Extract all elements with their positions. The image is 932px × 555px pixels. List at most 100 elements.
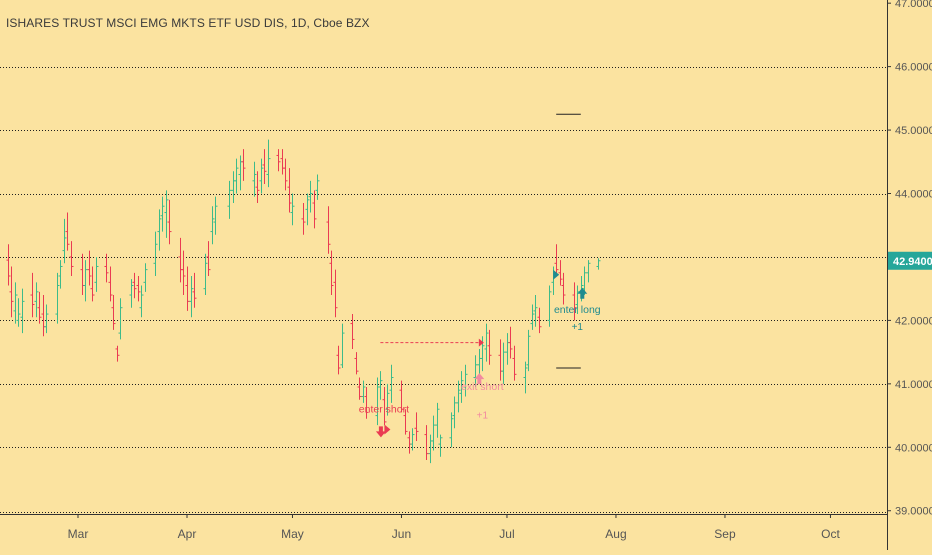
- ohlc-bar: [266, 139, 271, 188]
- ohlc-bar: [596, 258, 601, 270]
- ohlc-bar: [530, 304, 535, 330]
- ohlc-bar: [452, 396, 457, 429]
- ohlc-bar: [238, 155, 243, 191]
- last-price-badge: [888, 251, 932, 270]
- x-tick-label: Mar: [68, 527, 89, 541]
- ohlc-bars: [6, 139, 601, 464]
- ohlc-bar: [83, 260, 88, 302]
- ohlc-bar: [477, 348, 482, 378]
- ohlc-bar: [459, 371, 464, 403]
- last-price-label: 42.9400: [893, 256, 932, 268]
- ohlc-bar: [389, 364, 394, 403]
- ohlc-bar: [512, 345, 517, 381]
- ohlc-bar: [6, 244, 11, 286]
- ohlc-bar: [385, 383, 390, 416]
- ohlc-bar: [526, 329, 531, 372]
- ohlc-bar: [87, 250, 92, 286]
- ohlc-bar: [80, 253, 85, 296]
- ohlc-bar: [231, 171, 236, 204]
- ohlc-bar: [438, 434, 443, 457]
- ohlc-bar: [473, 355, 478, 388]
- y-tick-label: 41.0000: [895, 379, 932, 391]
- ohlc-bar: [62, 218, 67, 264]
- ohlc-bar: [118, 298, 123, 340]
- ohlc-bar: [301, 203, 306, 235]
- ohlc-bar: [290, 193, 295, 226]
- ohlc-bar: [357, 377, 362, 400]
- ohlc-bar: [262, 149, 267, 184]
- ohlc-bar: [252, 161, 257, 197]
- ohlc-bar: [287, 168, 292, 213]
- ohlc-bar: [305, 193, 310, 226]
- chart-title: ISHARES TRUST MSCI EMG MKTS ETF USD DIS,…: [6, 16, 370, 30]
- signal-label: exit short: [461, 381, 504, 393]
- ohlc-bar: [361, 380, 366, 403]
- ohlc-bar: [410, 428, 415, 451]
- ohlc-bar: [463, 364, 468, 397]
- ohlc-bar: [276, 149, 281, 172]
- ohlc-bar: [333, 269, 338, 318]
- ohlc-bar: [449, 412, 454, 448]
- ohlc-bar: [153, 231, 158, 276]
- ohlc-bar: [501, 342, 506, 384]
- ohlc-bar: [315, 174, 320, 200]
- signal-label: enter long: [554, 304, 601, 316]
- ohlc-bar: [58, 260, 63, 289]
- ohlc-bar: [414, 412, 419, 441]
- ohlc-bar: [69, 241, 74, 276]
- ohlc-bar: [283, 158, 288, 191]
- ohlc-bar: [41, 295, 46, 337]
- x-tick-label: Oct: [821, 527, 840, 541]
- y-tick-label: 39.0000: [895, 506, 932, 518]
- ohlc-bar: [537, 307, 542, 334]
- ohlc-bar: [55, 272, 60, 324]
- ohlc-bar: [213, 196, 218, 235]
- ohlc-bar: [139, 285, 144, 318]
- ohlc-bar: [90, 266, 95, 302]
- ohlc-bar: [164, 190, 169, 238]
- ohlc-bar: [308, 180, 313, 213]
- ohlc-bar: [167, 199, 172, 245]
- ohlc-bar: [111, 295, 116, 330]
- ohlc-bar: [558, 260, 563, 286]
- ohlc-bar: [255, 171, 260, 204]
- ohlc-bar: [178, 237, 183, 283]
- ohlc-bar: [378, 371, 383, 400]
- ohlc-bar: [561, 272, 566, 305]
- ohlc-bar: [234, 158, 239, 194]
- y-tick-label: 40.0000: [895, 442, 932, 454]
- ohlc-bar: [523, 361, 528, 394]
- ohlc-bar: [65, 212, 70, 251]
- ohlc-bar: [108, 266, 113, 302]
- ohlc-bar: [407, 431, 412, 454]
- ohlc-bar: [403, 409, 408, 435]
- x-tick-label: Aug: [605, 527, 626, 541]
- signal-label: enter short: [359, 403, 409, 415]
- gridlines: [0, 67, 887, 513]
- signal-qty-label: +1: [572, 322, 584, 333]
- ohlc-bar: [554, 244, 559, 276]
- ohlc-bar: [34, 282, 39, 318]
- signal-level-arrow: [478, 338, 484, 347]
- entry-marker-icon: [384, 424, 391, 435]
- ohlc-bar: [350, 314, 355, 349]
- ohlc-bar: [16, 298, 21, 327]
- arrow-down-icon: [375, 426, 386, 438]
- ohlc-bar: [572, 282, 577, 321]
- ohlc-bar: [136, 275, 141, 302]
- ohlc-bar: [533, 295, 538, 327]
- ohlc-bar: [487, 329, 492, 365]
- strategy-signals: enter short exit short +1 enter long +1: [359, 113, 601, 438]
- ohlc-bar: [185, 266, 190, 311]
- ohlc-bar: [94, 256, 99, 292]
- ohlc-bar: [37, 291, 42, 324]
- ohlc-bar: [241, 149, 246, 181]
- y-tick-label: 46.0000: [895, 62, 932, 74]
- x-tick-label: Jul: [499, 527, 514, 541]
- ohlc-bar: [312, 190, 317, 229]
- x-tick-label: Jun: [392, 527, 411, 541]
- ohlc-bar: [382, 387, 387, 426]
